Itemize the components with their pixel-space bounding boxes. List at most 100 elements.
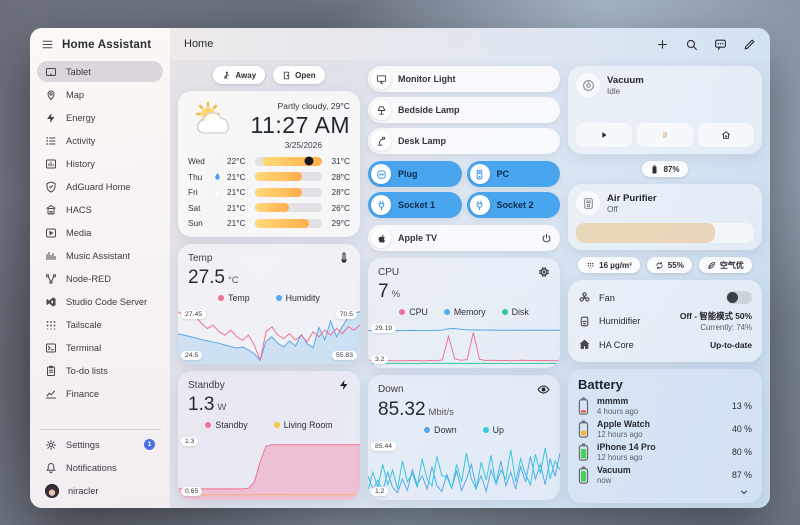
- door-open-chip[interactable]: Open: [273, 66, 325, 84]
- chart-badge: 27.45: [181, 310, 207, 319]
- music-assistant-icon: [45, 250, 57, 262]
- temp-card-title: Temp: [188, 252, 213, 264]
- light-label: Monitor Light: [398, 74, 456, 84]
- battery-percent: 13 %: [731, 401, 752, 411]
- forecast-low: 21°C: [227, 202, 246, 213]
- switch-button[interactable]: Plug: [368, 161, 462, 187]
- fan-toggle[interactable]: [726, 291, 752, 304]
- dock-icon: [721, 130, 731, 140]
- standby-chart: 1.3 0.65: [178, 435, 360, 500]
- fan-icon: [578, 291, 591, 304]
- dashboard: Away Open: [170, 60, 770, 508]
- cpu-card[interactable]: CPU 7% CPU Memory Disk 29.19 3.2: [368, 258, 560, 368]
- sidebar-item[interactable]: History: [37, 153, 163, 174]
- cpu-chart: 29.19 3.2: [368, 322, 560, 368]
- away-chip-label: Away: [235, 70, 257, 80]
- env-badge[interactable]: 55%: [646, 257, 692, 273]
- fan-row[interactable]: Fan: [578, 291, 752, 304]
- env-badge-label: 55%: [667, 260, 684, 270]
- edit-dashboard-icon[interactable]: [743, 38, 756, 51]
- sidebar-item[interactable]: Music Assistant: [37, 245, 163, 266]
- battery-rows: mmmm 4 hours ago 13 %: [578, 396, 752, 485]
- sidebar-item-notifications[interactable]: Notifications: [37, 457, 163, 478]
- todo-lists-icon: [45, 365, 57, 377]
- sidebar-item[interactable]: Finance: [37, 383, 163, 404]
- sidebar-item[interactable]: Studio Code Server: [37, 291, 163, 312]
- weather-card[interactable]: Partly cloudy, 29°C 11:27 AM 3/25/2026 W…: [178, 91, 360, 237]
- sidebar-item-label: Media: [66, 227, 92, 238]
- switch-button[interactable]: Socket 1: [368, 192, 462, 218]
- standby-card[interactable]: Standby 1.3 W Standby Living Room 1.3 0.65: [178, 371, 360, 500]
- legend-item: Standby: [205, 420, 248, 430]
- down-card[interactable]: Down 85.32 Mbit/s Down Up 85.44 1.2: [368, 375, 560, 500]
- sidebar-item[interactable]: Node-RED: [37, 268, 163, 289]
- env-badge[interactable]: 空气优: [698, 257, 752, 273]
- air-purifier-slider[interactable]: [576, 223, 754, 243]
- sidebar-item[interactable]: Media: [37, 222, 163, 243]
- app-window: Home Assistant Tablet Map Energy: [30, 28, 770, 508]
- humidifier-row[interactable]: Humidifier Off - 智能模式 50% Currently: 74%: [578, 310, 752, 332]
- sidebar-item[interactable]: Map: [37, 84, 163, 105]
- thermometer-icon: [338, 252, 350, 264]
- sidebar-item-settings[interactable]: Settings 1: [37, 434, 163, 455]
- battery-row[interactable]: iPhone 14 Pro 12 hours ago 80 %: [578, 442, 752, 462]
- switch-button[interactable]: PC: [466, 161, 560, 187]
- profile-label: niracler: [68, 485, 99, 496]
- add-icon[interactable]: [656, 38, 669, 51]
- forecast-day: Sun: [188, 218, 203, 228]
- vacuum-start-button[interactable]: [576, 123, 632, 147]
- sidebar-item[interactable]: Tailscale: [37, 314, 163, 335]
- sidebar-item[interactable]: HACS: [37, 199, 163, 220]
- node-red-icon: [45, 273, 57, 285]
- app-title: Home Assistant: [62, 38, 152, 51]
- temp-chart: 27.45 24.5 70.5 55.83: [178, 308, 360, 364]
- switch-button[interactable]: Socket 2: [466, 192, 560, 218]
- menu-icon[interactable]: [41, 38, 54, 51]
- chevron-down-icon[interactable]: [738, 486, 750, 498]
- sidebar-item[interactable]: Energy: [37, 107, 163, 128]
- vacuum-card[interactable]: Vacuum Idle: [568, 66, 762, 154]
- battery-row[interactable]: Vacuum now 87 %: [578, 465, 752, 485]
- light-button[interactable]: Monitor Light: [368, 66, 560, 92]
- humidity-cycle-icon: [655, 261, 664, 270]
- forecast-row: Sun 21°C 29°C: [188, 217, 350, 229]
- forecast-day: Fri: [188, 187, 198, 197]
- forecast-low: 21°C: [227, 187, 246, 197]
- power-icon[interactable]: [541, 233, 552, 244]
- temp-value: 27.5 °C: [188, 267, 239, 288]
- socket-1-icon: [376, 200, 387, 211]
- forecast-temp-bar: [255, 187, 322, 197]
- legend-item: Humidity: [275, 293, 320, 303]
- search-icon[interactable]: [685, 38, 698, 51]
- sidebar-item[interactable]: AdGuard Home: [37, 176, 163, 197]
- legend-item: Memory: [443, 307, 486, 317]
- sidebar-item[interactable]: Tablet: [37, 61, 163, 82]
- battery-row[interactable]: mmmm 4 hours ago 13 %: [578, 396, 752, 416]
- env-badge[interactable]: 16 µg/m³: [578, 257, 640, 273]
- battery-updated: 4 hours ago: [597, 407, 639, 416]
- away-chip[interactable]: Away: [213, 66, 266, 84]
- battery-row[interactable]: Apple Watch 12 hours ago 40 %: [578, 419, 752, 439]
- chart-badge: 3.2: [371, 355, 389, 364]
- vacuum-pause-button[interactable]: [637, 123, 693, 147]
- chip-icon: [538, 266, 550, 278]
- desk-lamp-icon: [376, 136, 387, 147]
- light-button[interactable]: Bedside Lamp: [368, 97, 560, 123]
- battery-updated: 12 hours ago: [597, 453, 643, 462]
- vacuum-dock-button[interactable]: [698, 123, 754, 147]
- ha-core-row[interactable]: HA Core Up-to-date: [578, 338, 752, 351]
- light-button[interactable]: Desk Lamp: [368, 128, 560, 154]
- vacuum-battery-badge[interactable]: 87%: [642, 161, 688, 177]
- assist-chat-icon[interactable]: [714, 38, 727, 51]
- chart-badge: 1.2: [371, 487, 389, 496]
- sidebar-item-profile[interactable]: niracler: [37, 480, 163, 501]
- forecast-temp-bar: [255, 203, 322, 212]
- apple-tv-row[interactable]: Apple TV: [368, 225, 560, 251]
- sidebar-item[interactable]: To-do lists: [37, 360, 163, 381]
- sidebar-item-label: To-do lists: [66, 365, 108, 376]
- temp-card[interactable]: Temp 27.5 °C Temp Humidity 27.45 24.5 70.5…: [178, 244, 360, 364]
- air-purifier-card[interactable]: Air Purifier Off: [568, 184, 762, 250]
- sidebar-item[interactable]: Terminal: [37, 337, 163, 358]
- sidebar-item[interactable]: Activity: [37, 130, 163, 151]
- forecast-low: 21°C: [227, 218, 246, 228]
